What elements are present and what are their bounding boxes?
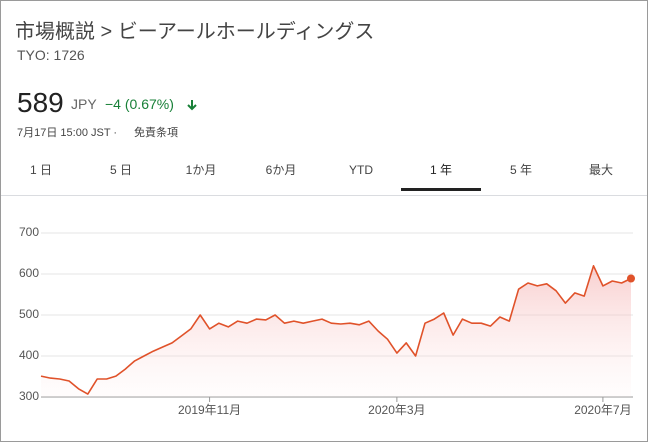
range-tab[interactable]: YTD [349, 163, 373, 177]
area [41, 265, 631, 397]
ticker: TYO: 1726 [17, 47, 85, 63]
timestamp: 7月17日 15:00 JST · [17, 127, 118, 139]
x-tick-label: 2020年3月 [368, 403, 425, 417]
change: −4 (0.67%) [105, 96, 174, 112]
y-tick-label: 700 [19, 225, 39, 239]
y-tick-label: 600 [19, 266, 39, 280]
range-tab[interactable]: 5 日 [109, 163, 132, 177]
range-tab[interactable]: 最大 [588, 163, 613, 177]
chart: 300 400 500 600 700 2019年11月 2020年3月 2020年7月 [19, 225, 635, 417]
range-tab[interactable]: 1 年 [401, 151, 481, 191]
currency: JPY [71, 96, 97, 112]
range-tab[interactable]: 6か月 [265, 163, 297, 177]
price: 589 [17, 87, 64, 118]
title: 市場概説 > ビーアールホールディングス [15, 21, 375, 43]
disclaimer[interactable]: 免責条項 [134, 127, 178, 139]
y-tick-label: 400 [19, 348, 39, 362]
x-tick-label: 2019年11月 [178, 403, 241, 417]
price-line [40, 265, 632, 395]
range-tab[interactable]: 5 年 [509, 163, 532, 177]
last-point [627, 274, 635, 283]
down-arrow [187, 100, 197, 111]
x-tick-label: 2020年7月 [574, 403, 631, 417]
y-tick-label: 500 [19, 307, 39, 321]
range-tabs: 1 日 5 日 1か月 6か月 YTD 1 年 5 年 最大 [1, 151, 647, 196]
range-tab[interactable]: 1か月 [185, 163, 217, 177]
y-tick-label: 300 [19, 389, 39, 403]
range-tab[interactable]: 1 日 [29, 163, 52, 177]
